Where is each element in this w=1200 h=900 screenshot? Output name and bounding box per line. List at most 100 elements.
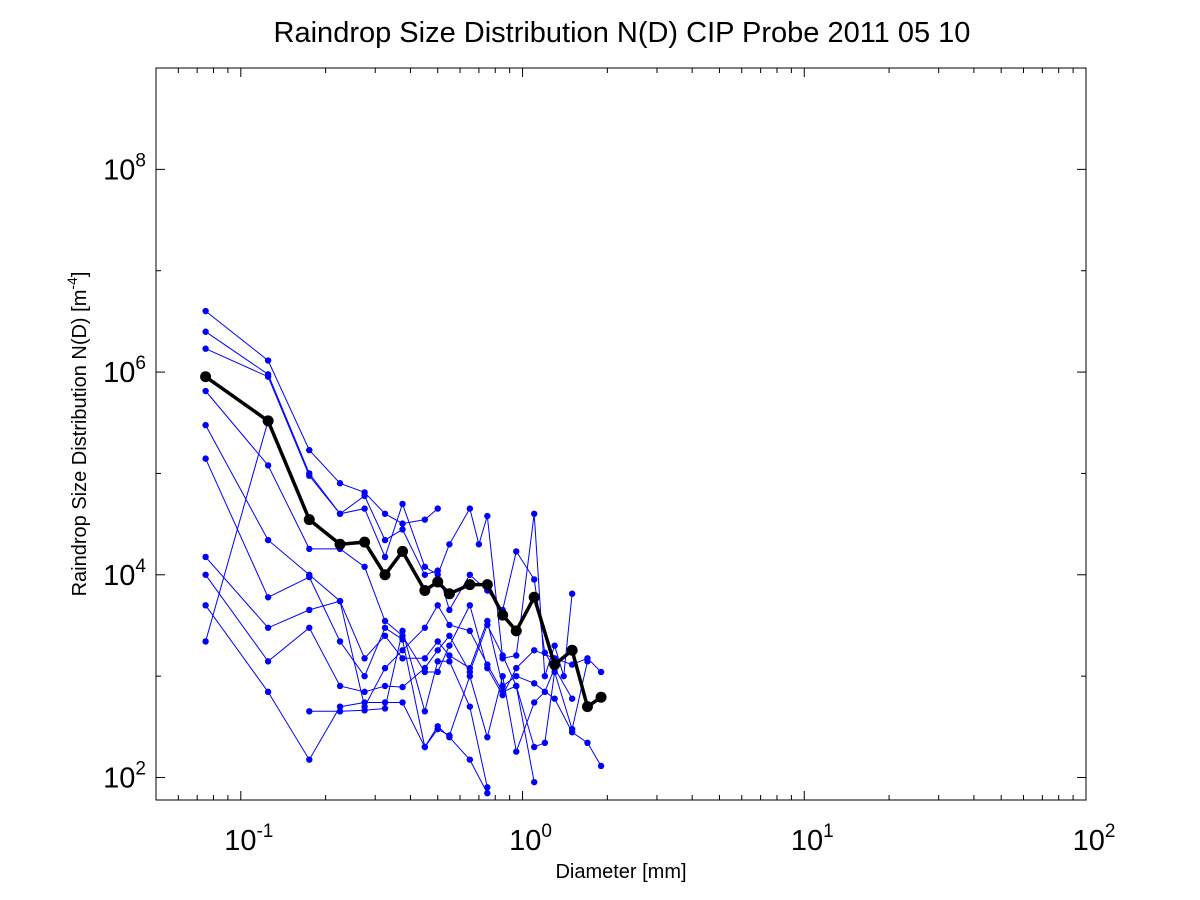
series-line [205, 331, 573, 677]
series-point [484, 661, 491, 668]
series-8 [202, 571, 591, 751]
series-point [361, 655, 368, 662]
series-point [336, 708, 344, 715]
series-line [205, 424, 602, 767]
x-tick-label-exp: 2 [1105, 821, 1116, 842]
series-point [446, 652, 453, 659]
series-point [202, 307, 209, 315]
series-point [264, 688, 272, 696]
mean-point [595, 691, 607, 703]
mean-point [464, 579, 476, 591]
series-point [434, 647, 441, 654]
series-point [551, 695, 558, 702]
series-point [446, 606, 453, 614]
series-point [399, 526, 406, 533]
x-tick-label: 102 [1073, 821, 1116, 857]
mean-point [262, 415, 274, 427]
x-tick-label-base: 10 [509, 825, 541, 857]
series-point [306, 545, 313, 553]
series-point [446, 541, 453, 548]
series-point [264, 658, 272, 665]
series-point [560, 672, 567, 680]
series-point [306, 606, 313, 614]
series-point [306, 573, 313, 581]
series-point [336, 597, 344, 605]
series-point [202, 571, 209, 578]
series-point [434, 658, 441, 665]
x-tick-label: 101 [791, 821, 834, 857]
series-point [513, 672, 520, 680]
y-tick-label-base: 10 [103, 154, 135, 186]
x-tick-label-base: 10 [224, 825, 256, 857]
series-point [421, 516, 429, 523]
y-tick-label: 108 [103, 150, 146, 186]
series-point [336, 682, 344, 690]
mean-point [497, 609, 509, 621]
series-point [466, 571, 474, 578]
y-axis-label-sup: -4 [64, 277, 80, 290]
series-point [399, 699, 406, 706]
series-point [264, 594, 272, 601]
series-point [434, 668, 441, 676]
y-tick-label-exp: 8 [135, 150, 146, 171]
x-tick-label-base: 10 [791, 825, 823, 857]
mean-point [528, 591, 540, 603]
series-point [484, 790, 491, 797]
series-point [584, 739, 591, 747]
series-point [484, 621, 491, 629]
y-tick-label: 106 [103, 353, 146, 389]
series-point [466, 505, 474, 512]
series-point [484, 784, 491, 791]
mean-layer [200, 371, 607, 713]
y-tick-label-base: 10 [103, 357, 135, 389]
series-point [513, 748, 520, 755]
series-point [499, 652, 506, 659]
series-point [399, 520, 406, 527]
series-point [381, 705, 389, 712]
series-point [264, 624, 272, 631]
mean-point [334, 538, 346, 550]
series-point [568, 725, 576, 733]
mean-point [303, 514, 315, 526]
series-point [202, 553, 209, 561]
series-point [446, 621, 453, 629]
series-point [513, 652, 520, 659]
series-point [361, 505, 368, 512]
series-point [381, 624, 389, 631]
series-point [306, 624, 313, 631]
series-point [466, 672, 474, 680]
series-point [202, 328, 209, 335]
series-line [205, 420, 269, 642]
series-point [202, 638, 209, 645]
series-9 [202, 602, 558, 763]
mean-point [510, 625, 522, 637]
series-point [513, 664, 520, 672]
series-point [399, 647, 406, 654]
series-point [361, 492, 368, 500]
series-1 [202, 307, 441, 527]
series-10 [202, 417, 272, 645]
mean-point [581, 701, 593, 713]
series-point [531, 510, 538, 517]
series-point [306, 446, 313, 454]
series-point [361, 707, 368, 714]
series-point [361, 688, 368, 696]
series-point [264, 462, 272, 469]
series-point [475, 541, 483, 548]
series-point [381, 553, 389, 561]
series-point [531, 576, 538, 583]
x-tick-label: 10-1 [224, 821, 273, 857]
series-point [202, 602, 209, 609]
x-tick-label-exp: 0 [541, 821, 552, 842]
series-point [541, 649, 549, 656]
series-point [306, 708, 313, 715]
series-point [568, 590, 576, 597]
series-point [513, 682, 520, 690]
series-line [205, 458, 488, 794]
series-point [306, 472, 313, 479]
y-tick-label-base: 10 [103, 763, 135, 795]
series-layer [202, 307, 605, 797]
series-point [202, 421, 209, 429]
mean-point [566, 644, 578, 656]
chart-title: Raindrop Size Distribution N(D) CIP Prob… [274, 17, 971, 49]
